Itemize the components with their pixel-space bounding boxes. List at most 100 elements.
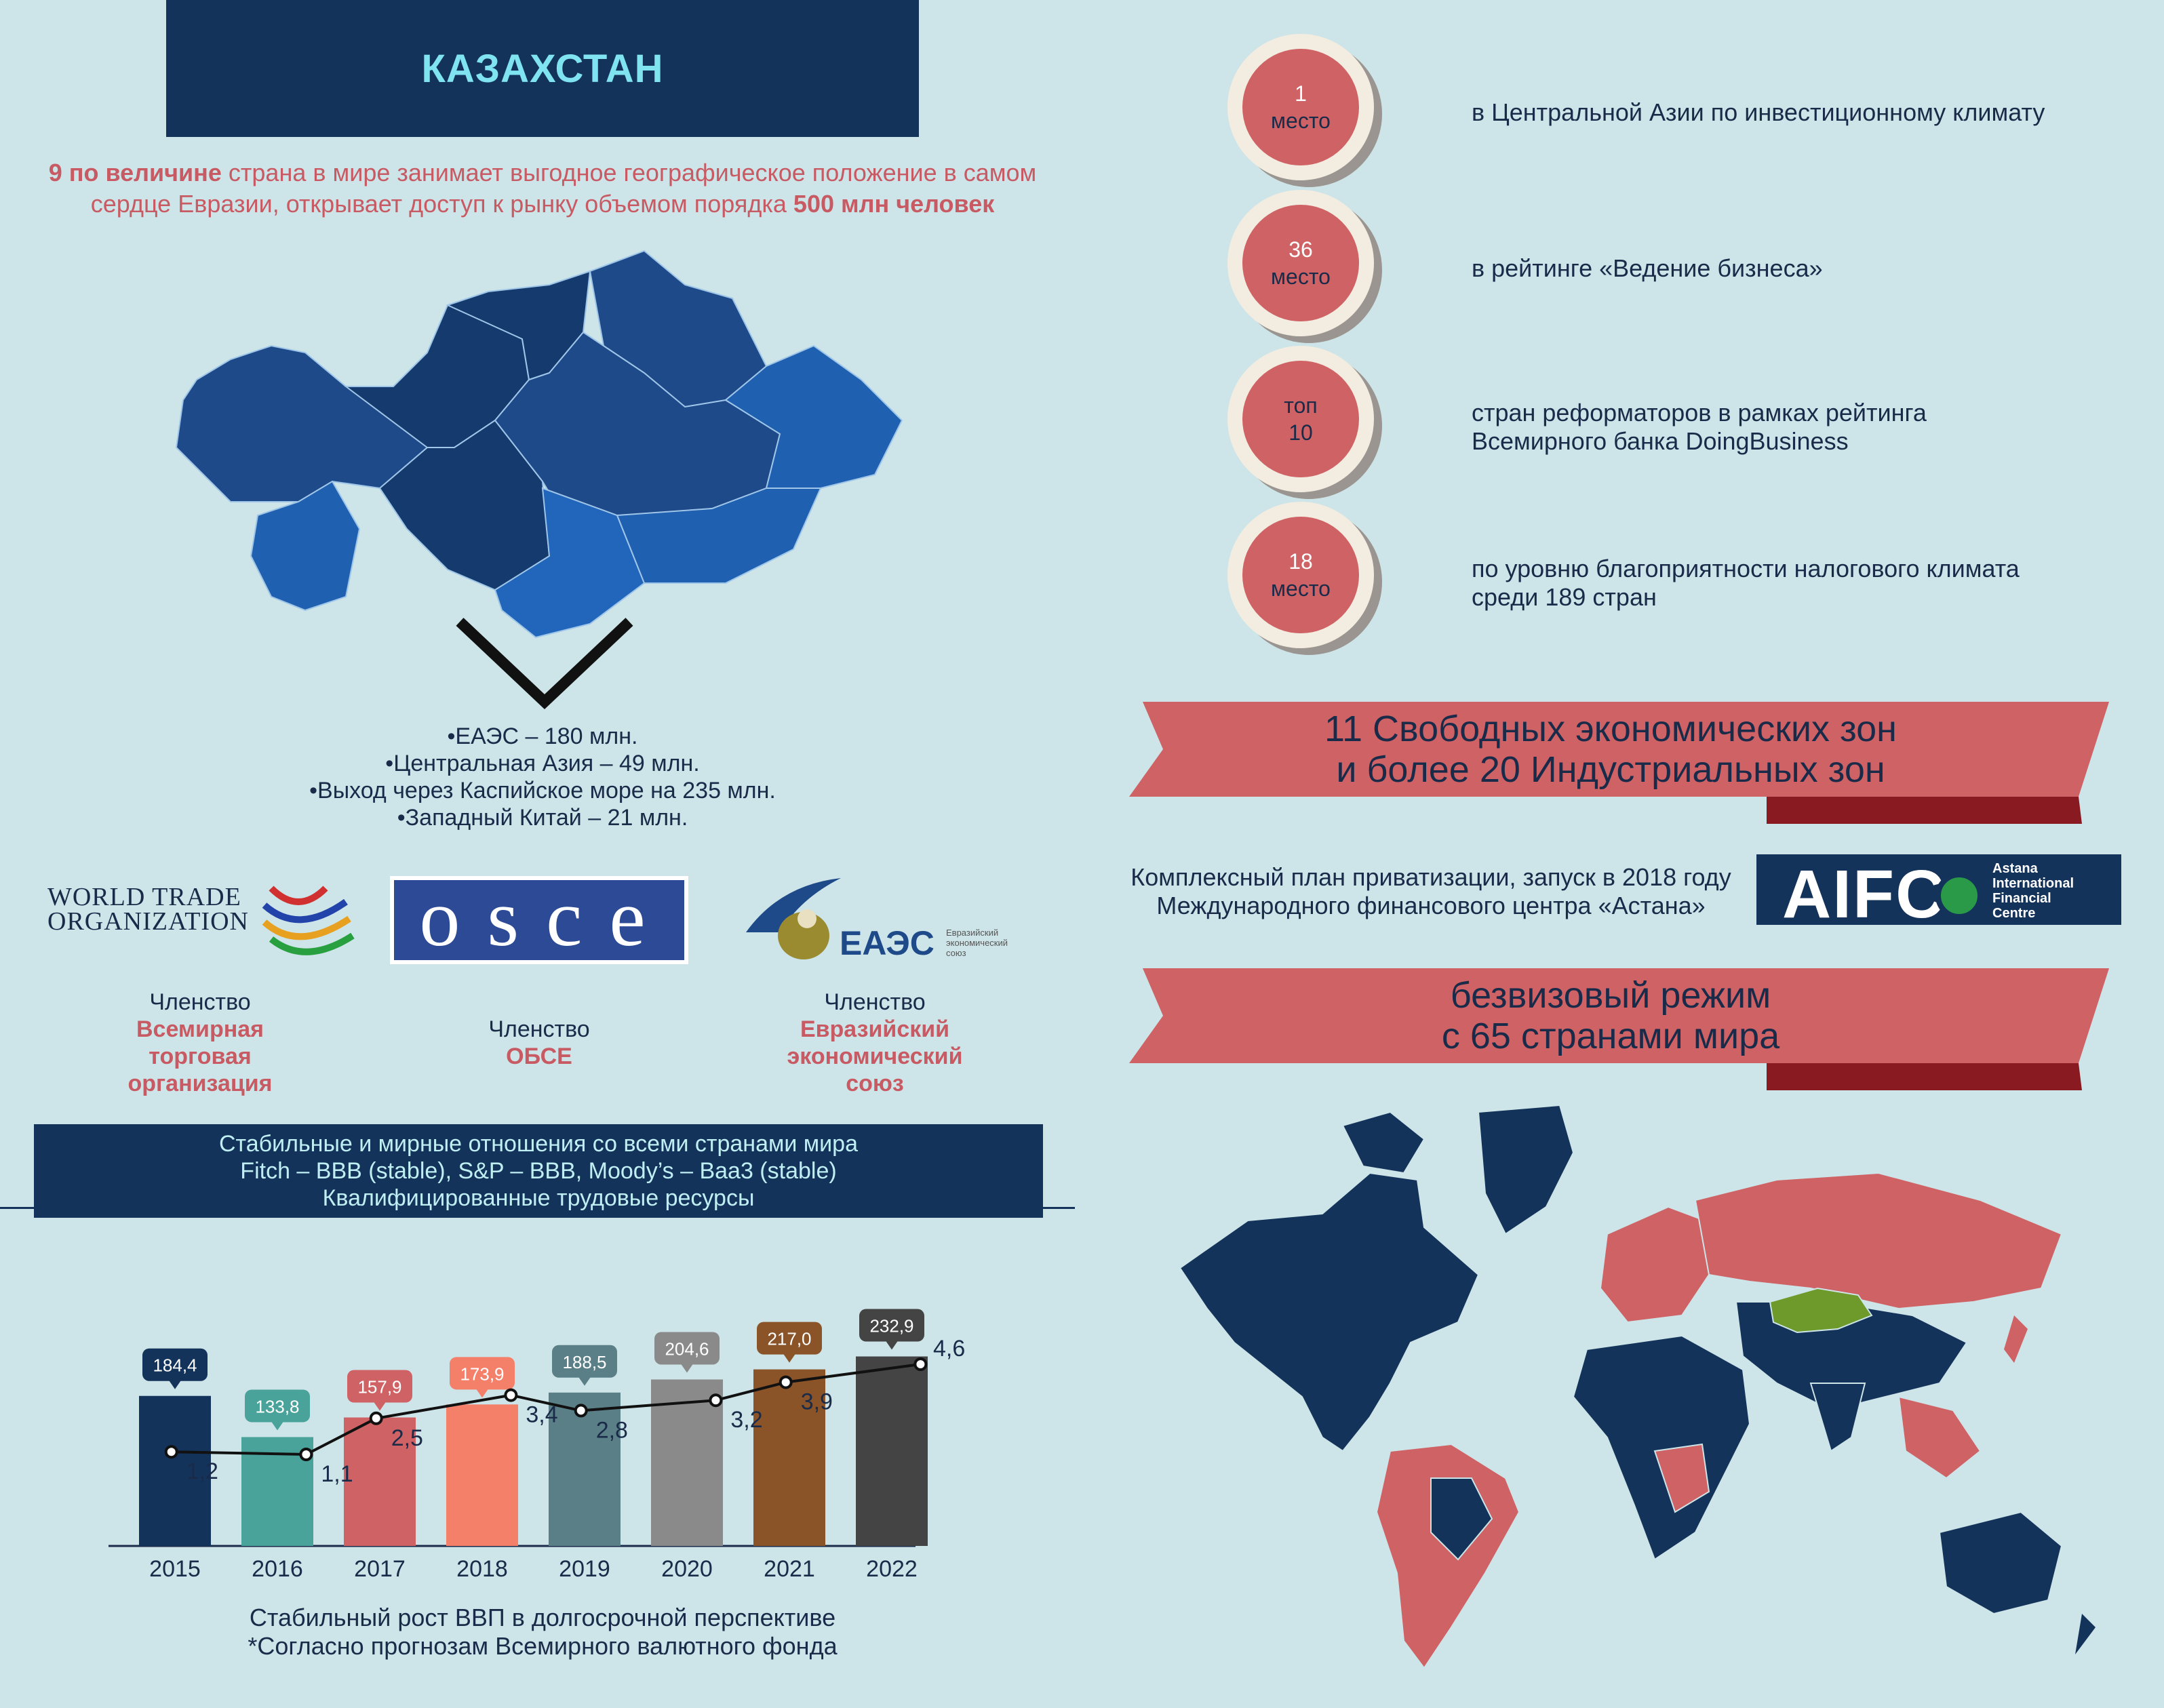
bar-label: 173,9 [460, 1364, 504, 1384]
visa-banner-line: с 65 странами мира [1441, 1016, 1780, 1056]
stability-line: Fitch – BBB (stable), S&P – BBB, Moody’s… [240, 1158, 837, 1184]
bar-label-bubble [245, 1389, 310, 1423]
membership-label: Членство [488, 1016, 590, 1042]
map-region-south-east [616, 488, 822, 584]
sez-banner-line: и более 20 Индустриальных зон [1336, 749, 1885, 790]
aifc-logo-line: International [1992, 876, 2074, 891]
rank-text-36: в рейтинге «Ведение бизнеса» [1472, 254, 1823, 283]
growth-line-segment [376, 1393, 511, 1420]
bar-label: 232,9 [869, 1316, 913, 1336]
map-region-atyrau [250, 480, 361, 612]
bar-label: 184,4 [153, 1355, 197, 1376]
rank-text-line: Всемирного банка DoingBusiness [1472, 427, 1849, 455]
market-item: •Западный Китай – 21 млн. [397, 805, 688, 831]
intro-bold-rank: 9 по величине [48, 159, 222, 186]
rank-badge-inner: 36 место [1242, 205, 1359, 321]
wto-emblem-icon [262, 886, 355, 955]
bar-label-bubble [757, 1322, 822, 1355]
growth-line-segment [581, 1399, 716, 1412]
rank-text-line: стран реформаторов в рамках рейтинга [1472, 399, 1927, 426]
rank-number: топ [1284, 393, 1318, 418]
bar [139, 1395, 211, 1546]
bar-label-bubble [654, 1332, 720, 1365]
aifc-logo-subtext: Astana International Financial Centre [1992, 861, 2074, 921]
growth-label: 3,2 [730, 1407, 762, 1433]
bar-label-pointer [374, 1402, 386, 1411]
rank-badge-top10: топ 10 [1227, 346, 1374, 492]
market-item: •Выход через Каспийское море на 235 млн. [309, 778, 776, 803]
x-tick-label: 2017 [354, 1556, 406, 1582]
bar-label-bubble [859, 1309, 924, 1342]
bar-label-bubble [552, 1345, 617, 1378]
bar-label: 217,0 [767, 1329, 811, 1349]
market-item: •ЕАЭС – 180 млн. [447, 723, 638, 749]
rank-badge-18: 18 место [1227, 502, 1374, 648]
eaes-sub-3: союз [946, 948, 966, 958]
x-tick-label: 2016 [252, 1556, 303, 1582]
growth-line-segment [171, 1450, 307, 1456]
intro-bold-market: 500 млн человек [793, 190, 995, 218]
chart-caption-line: Стабильный рост ВВП в долгосрочной персп… [249, 1604, 836, 1631]
wto-logo-text-2: Organization [47, 907, 249, 936]
rank-text-1: в Центральной Азии по инвестиционному кл… [1472, 98, 2045, 127]
rank-caption: место [1271, 576, 1331, 601]
rank-caption: место [1271, 264, 1331, 289]
x-tick-label: 2018 [456, 1556, 508, 1582]
eaes-logo-text: ЕАЭС [840, 924, 935, 962]
rank-text-18: по уровню благоприятности налогового кли… [1472, 555, 2020, 612]
map-europe [1599, 1206, 1724, 1324]
map-japan [2004, 1315, 2028, 1363]
rank-badge-36: 36 место [1227, 190, 1374, 336]
aifc-logo-dot [1935, 872, 1983, 919]
map-australia [1938, 1511, 2063, 1615]
bar [651, 1379, 723, 1546]
bar [446, 1404, 518, 1546]
rank-number: 36 [1288, 237, 1313, 262]
aifc-caption-line: Международного финансового центра «Астан… [1156, 892, 1706, 919]
growth-line-segment [305, 1417, 377, 1456]
visa-banner-text: безвизовый режим с 65 странами мира [1194, 975, 2028, 1056]
growth-line-segment [715, 1381, 787, 1402]
x-tick-label: 2021 [764, 1556, 815, 1582]
membership-name: Евразийский [800, 1016, 950, 1042]
growth-label: 2,5 [391, 1425, 423, 1451]
osce-logo: osce [390, 876, 688, 964]
bar [344, 1417, 416, 1546]
bar-label: 188,5 [562, 1352, 606, 1372]
rank-text-line: по уровню благоприятности налогового кли… [1472, 555, 2020, 582]
bar [856, 1356, 928, 1546]
bar [549, 1392, 621, 1546]
map-south-america [1375, 1443, 1520, 1669]
map-india [1809, 1383, 1866, 1452]
membership-label: Членство [149, 989, 251, 1015]
aifc-caption-line: Комплексный план приватизации, запуск в … [1130, 863, 1731, 891]
aifc-logo-line: Centre [1992, 906, 2036, 921]
bar-label-pointer [783, 1353, 795, 1363]
membership-name: ОБСЕ [506, 1044, 572, 1069]
bar-label-pointer [271, 1421, 283, 1431]
eaes-sub-2: экономический [946, 938, 1008, 948]
wto-logo-text-1: World Trade [47, 883, 241, 911]
growth-label: 1,1 [321, 1461, 353, 1487]
map-kazakhstan [1769, 1287, 1873, 1334]
x-tick-label: 2022 [866, 1556, 918, 1582]
stability-line: Квалифицированные трудовые ресурсы [322, 1185, 755, 1211]
x-tick-label: 2015 [149, 1556, 201, 1582]
bar-label-pointer [169, 1380, 181, 1389]
eaes-sub-1: Евразийский [946, 928, 999, 938]
growth-point [709, 1393, 723, 1408]
membership-wto: Членство Всемирная торговая организация [64, 989, 336, 1097]
rank-text-line: среди 189 стран [1472, 583, 1657, 611]
rank-caption: 10 [1288, 420, 1313, 445]
kazakhstan-map [175, 250, 903, 639]
rank-badge-inner: топ 10 [1242, 361, 1359, 477]
chart-caption: Стабильный рост ВВП в долгосрочной персп… [163, 1604, 922, 1661]
membership-osce: Членство ОБСЕ [404, 1016, 675, 1070]
rank-number: 1 [1295, 81, 1307, 106]
market-list: •ЕАЭС – 180 млн. •Центральная Азия – 49 … [203, 723, 882, 831]
chevron-down-icon [456, 618, 633, 710]
bar-label: 133,8 [255, 1396, 299, 1416]
aifc-logo-letters: AIFC [1782, 856, 1946, 932]
map-africa [1572, 1334, 1751, 1561]
map-arctic-islands [1341, 1111, 1425, 1174]
